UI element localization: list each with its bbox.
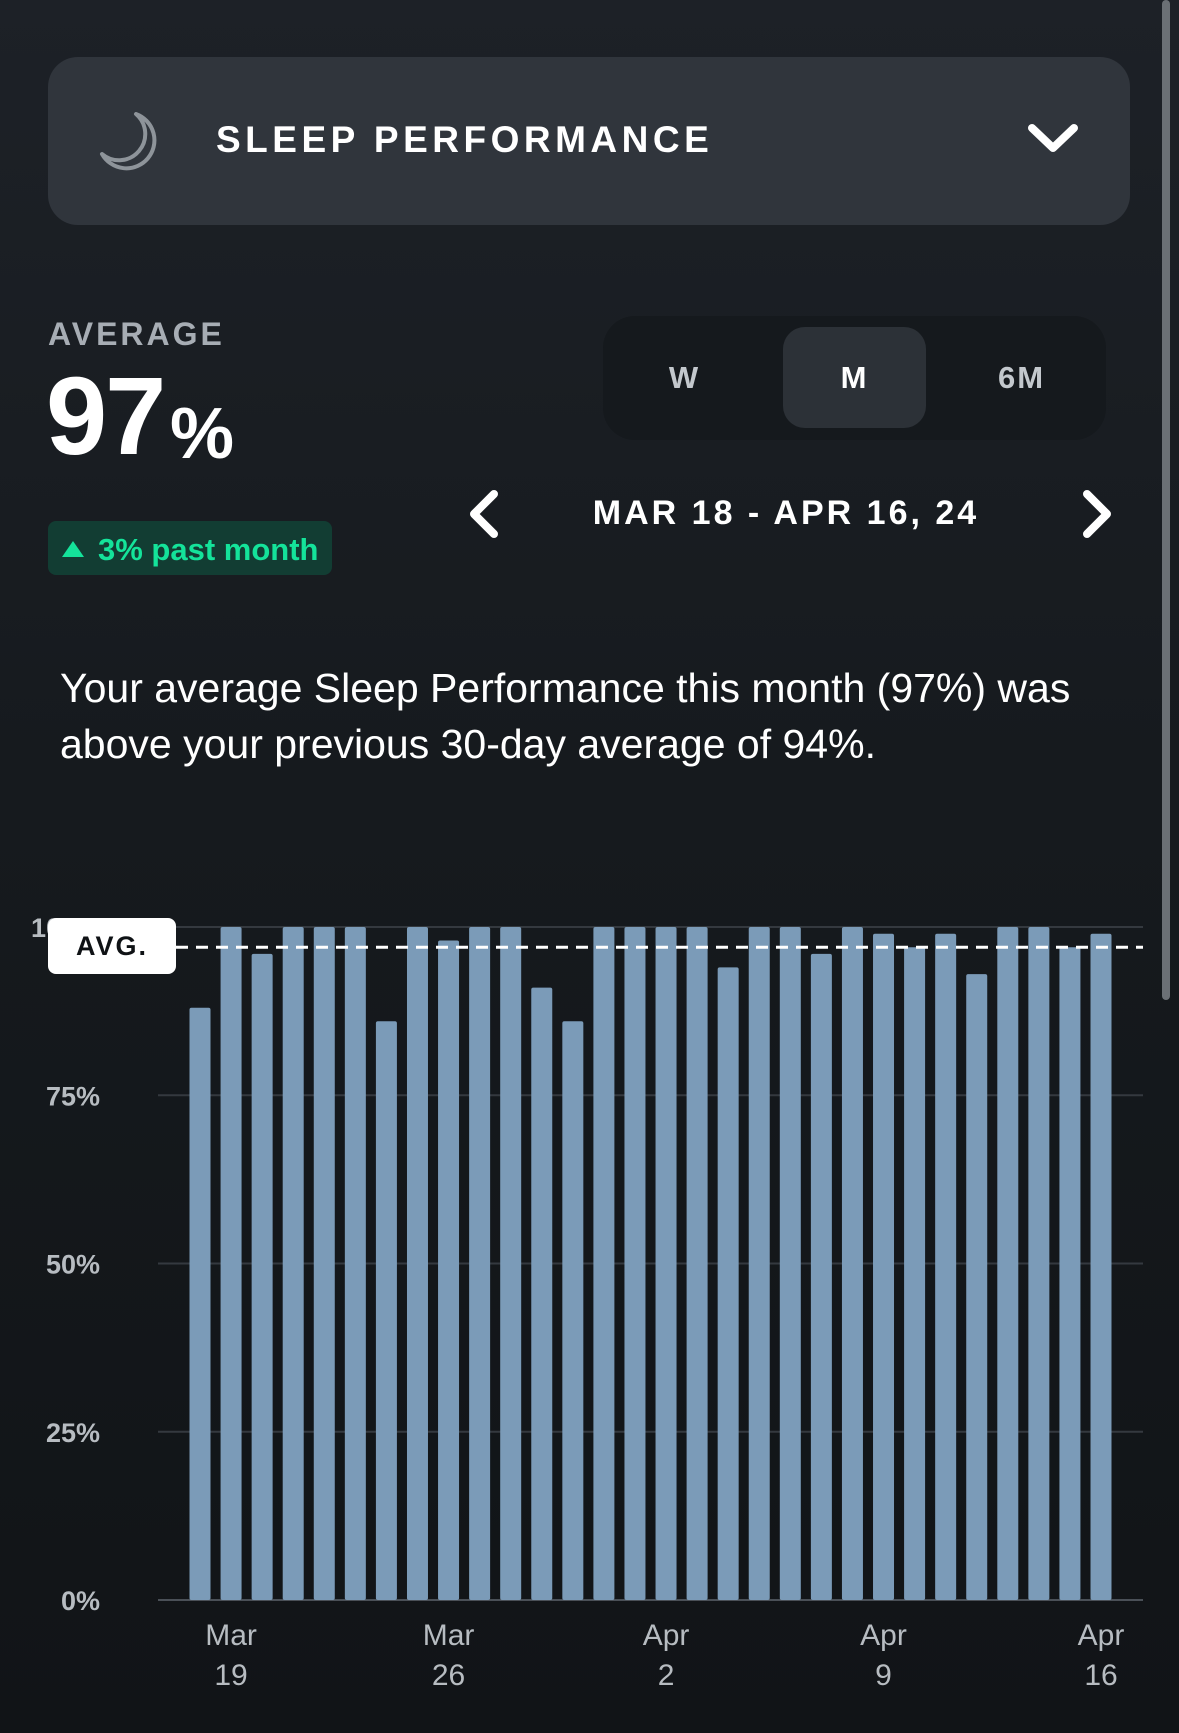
x-tick-day: 19	[214, 1659, 247, 1692]
bar	[469, 927, 491, 1600]
bar	[1090, 933, 1112, 1600]
bar	[282, 927, 304, 1600]
chevron-left-icon[interactable]	[464, 486, 504, 542]
bar	[251, 953, 273, 1600]
chevron-right-icon[interactable]	[1077, 486, 1117, 542]
x-tick-day: 26	[432, 1659, 465, 1692]
chevron-down-icon[interactable]	[1024, 118, 1082, 158]
scrollbar[interactable]	[1162, 0, 1170, 1000]
average-value: 97	[46, 355, 166, 478]
tab-six-months[interactable]: 6M	[997, 360, 1046, 395]
average-label: AVERAGE	[48, 316, 225, 352]
triangle-up-icon	[62, 541, 84, 557]
x-tick-day: 9	[875, 1659, 892, 1692]
y-tick-label: 75%	[46, 1081, 100, 1111]
x-tick-day: 16	[1084, 1659, 1117, 1692]
bar	[1028, 927, 1050, 1600]
bar	[717, 967, 739, 1600]
x-tick-month: Apr	[860, 1619, 907, 1652]
summary-text: Your average Sleep Performance this mont…	[60, 665, 1071, 767]
bar	[438, 940, 460, 1600]
page-title: SLEEP PERFORMANCE	[216, 119, 714, 160]
bar	[966, 974, 988, 1600]
bar	[406, 927, 428, 1600]
bar	[686, 927, 708, 1600]
moon-icon	[100, 112, 157, 171]
x-tick-month: Apr	[643, 1619, 690, 1652]
bar	[1059, 947, 1081, 1600]
bar	[220, 927, 242, 1600]
x-tick-month: Apr	[1078, 1619, 1125, 1652]
y-tick-label: 50%	[46, 1250, 100, 1280]
bar	[562, 1021, 584, 1600]
metric-selector[interactable]	[48, 57, 1130, 225]
bar	[189, 1007, 211, 1600]
y-tick-label: 0%	[61, 1586, 100, 1616]
bar	[810, 953, 832, 1600]
bar	[997, 927, 1019, 1600]
trend-text: 3% past month	[98, 532, 319, 567]
bar	[841, 927, 863, 1600]
bar	[935, 933, 957, 1600]
bar	[655, 927, 677, 1600]
tab-month[interactable]: M	[783, 327, 926, 428]
bar	[593, 927, 615, 1600]
bar	[344, 927, 366, 1600]
x-tick-month: Mar	[423, 1619, 475, 1652]
trend-badge	[48, 521, 332, 575]
bar	[500, 927, 522, 1600]
average-unit: %	[170, 394, 235, 474]
bar	[375, 1021, 397, 1600]
bar	[313, 927, 335, 1600]
bar	[904, 947, 926, 1600]
average-line-label: AVG.	[48, 918, 176, 974]
bar	[531, 987, 553, 1600]
bar	[624, 927, 646, 1600]
bar	[779, 927, 801, 1600]
x-tick-month: Mar	[205, 1619, 257, 1652]
bar	[873, 933, 895, 1600]
y-tick-label: 25%	[46, 1418, 100, 1448]
tab-week[interactable]: W	[668, 360, 701, 395]
x-tick-day: 2	[658, 1659, 675, 1692]
date-range: MAR 18 - APR 16, 24	[592, 494, 980, 532]
bar	[748, 927, 770, 1600]
